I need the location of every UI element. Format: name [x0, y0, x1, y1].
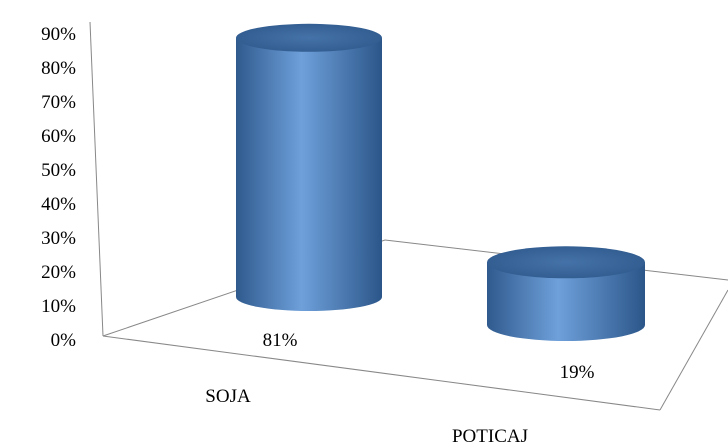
y-tick-label: 60%	[41, 126, 76, 147]
category-label-soja: SOJA	[205, 386, 251, 407]
y-axis-ticks: 0% 10% 20% 30% 40% 50% 60% 70% 80% 90%	[41, 24, 76, 351]
category-label-poticaj: POTICAJ	[452, 426, 528, 447]
cylinder-body	[236, 37, 382, 312]
cylinder-body	[487, 262, 645, 341]
y-tick-label: 80%	[41, 58, 76, 79]
floor-front-edge	[102, 335, 661, 411]
bars	[236, 23, 645, 341]
data-label-poticaj: 19%	[560, 362, 595, 383]
y-tick-label: 20%	[41, 262, 76, 283]
y-tick-label: 40%	[41, 194, 76, 215]
floor-right-edge	[659, 289, 728, 411]
cylinder-top	[487, 246, 645, 279]
y-tick-label: 10%	[41, 296, 76, 317]
back-wall-left-edge	[89, 21, 104, 337]
bar-soja	[236, 23, 382, 312]
y-tick-label: 90%	[41, 24, 76, 45]
bar-poticaj	[487, 246, 645, 341]
y-tick-label: 30%	[41, 228, 76, 249]
y-tick-label: 50%	[41, 160, 76, 181]
cylinder-top	[236, 23, 382, 52]
y-tick-label: 0%	[51, 330, 77, 351]
plot-frame	[89, 21, 728, 411]
y-tick-label: 70%	[41, 92, 76, 113]
data-label-soja: 81%	[263, 330, 298, 351]
